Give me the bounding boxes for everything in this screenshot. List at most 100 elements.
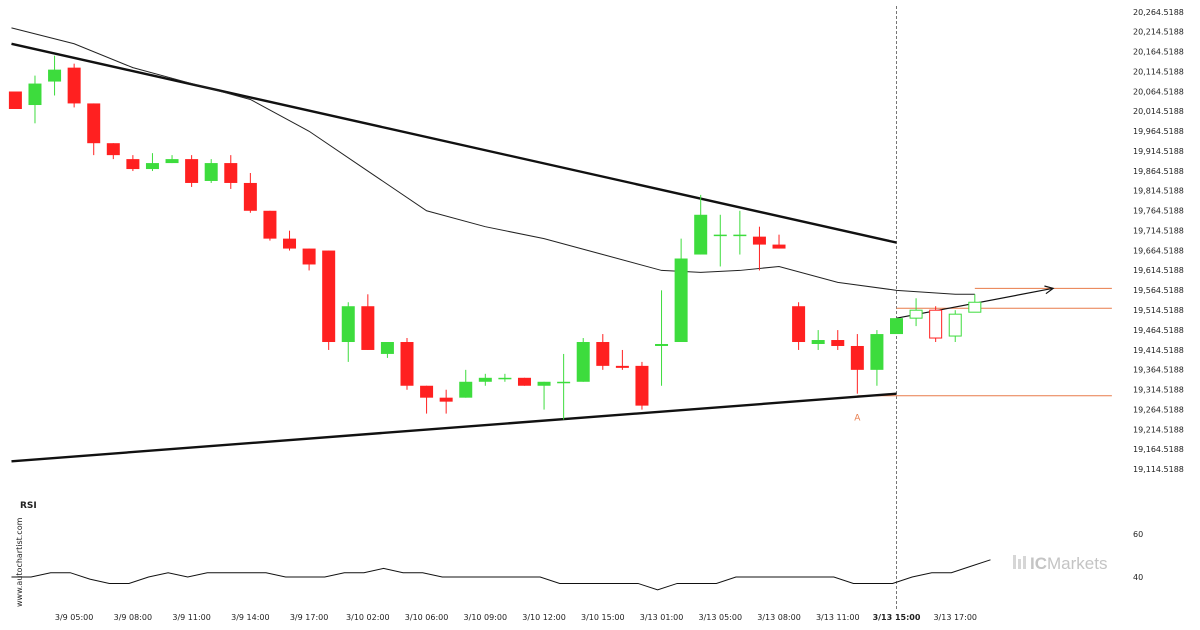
y-tick-label: 19,414.5188 xyxy=(1133,346,1184,355)
x-axis: 3/9 05:00 3/9 08:00 3/9 11:00 3/9 14:00 3/9 … xyxy=(55,613,977,622)
candle xyxy=(576,342,590,382)
candle xyxy=(596,342,610,366)
rsi-line xyxy=(11,559,991,591)
candle xyxy=(126,159,140,170)
y-tick-label: 19,664.5188 xyxy=(1133,246,1184,255)
trendline xyxy=(11,42,897,244)
candle xyxy=(850,345,864,370)
candle xyxy=(48,69,62,82)
y-tick-label: 19,714.5188 xyxy=(1133,226,1184,235)
x-tick-label: 3/10 09:00 xyxy=(464,613,508,622)
candle xyxy=(302,248,316,265)
x-tick-label: 3/13 11:00 xyxy=(816,613,860,622)
trendline xyxy=(11,392,897,463)
x-tick-label: 3/9 17:00 xyxy=(290,613,328,622)
x-tick-label: 3/9 11:00 xyxy=(172,613,210,622)
candle xyxy=(870,334,884,370)
y-tick-label: 19,464.5188 xyxy=(1133,326,1184,335)
x-tick-label: 3/13 17:00 xyxy=(933,613,977,622)
candle xyxy=(67,67,81,104)
rsi-label: RSI xyxy=(20,501,37,511)
candle xyxy=(439,397,453,402)
x-tick-label: 3/10 06:00 xyxy=(405,613,449,622)
x-tick-label: 3/13 05:00 xyxy=(698,613,742,622)
x-tick-label: 3/13 15:00 xyxy=(873,613,921,622)
y-tick-label: 19,814.5188 xyxy=(1133,187,1184,196)
x-tick-label: 3/10 12:00 xyxy=(522,613,566,622)
candle xyxy=(243,182,257,211)
svg-text:ICMarkets: ICMarkets xyxy=(1030,554,1107,573)
forecast-candle xyxy=(929,309,943,339)
y-tick-label: 19,164.5188 xyxy=(1133,445,1184,454)
y-tick-label: 19,614.5188 xyxy=(1133,266,1184,275)
y-tick-label: 19,364.5188 xyxy=(1133,366,1184,375)
x-tick-label: 3/10 15:00 xyxy=(581,613,625,622)
x-tick-label: 3/13 01:00 xyxy=(640,613,684,622)
candle xyxy=(792,306,806,343)
candle xyxy=(224,163,238,183)
y-tick-label: 20,164.5188 xyxy=(1133,48,1184,57)
y-tick-label: 19,114.5188 xyxy=(1133,465,1184,474)
candle xyxy=(380,342,394,354)
candle xyxy=(557,381,571,384)
candle xyxy=(459,381,473,398)
forecast-arrow-head xyxy=(1044,285,1055,295)
x-tick-label: 3/9 08:00 xyxy=(114,613,152,622)
candle xyxy=(8,91,22,109)
watermark-url: www.autochartist.com xyxy=(15,517,24,607)
x-tick-label: 3/10 02:00 xyxy=(346,613,390,622)
candle xyxy=(185,159,199,183)
candle xyxy=(713,234,727,237)
rsi-tick-label: 40 xyxy=(1133,573,1143,582)
candle xyxy=(831,340,845,346)
y-tick-label: 19,314.5188 xyxy=(1133,386,1184,395)
candle xyxy=(890,318,903,335)
x-tick-label: 3/13 08:00 xyxy=(757,613,801,622)
moving-average xyxy=(11,27,975,295)
candle xyxy=(537,381,551,386)
candle xyxy=(145,163,159,170)
brand-prefix: IC xyxy=(1030,554,1047,573)
y-tick-label: 19,764.5188 xyxy=(1133,207,1184,216)
candle xyxy=(400,342,414,386)
brand-logo: ICMarkets xyxy=(1013,554,1107,573)
rsi-tick-label: 60 xyxy=(1133,530,1143,539)
candle xyxy=(752,236,766,245)
y-tick-label: 20,064.5188 xyxy=(1133,87,1184,96)
candle xyxy=(655,343,669,346)
x-tick-label: 3/9 14:00 xyxy=(231,613,269,622)
candle xyxy=(694,214,708,255)
forecast-candle xyxy=(968,301,982,313)
forecast-candle xyxy=(909,309,923,319)
moving-average-line xyxy=(11,27,975,295)
candle xyxy=(341,306,355,343)
candle xyxy=(733,234,747,237)
candle xyxy=(361,306,375,350)
y-tick-label: 20,264.5188 xyxy=(1133,8,1184,17)
y-tick-label: 19,264.5188 xyxy=(1133,405,1184,414)
candle xyxy=(165,159,179,164)
y-axis: 20,264.5188 20,214.5188 20,164.5188 20,114.… xyxy=(1133,8,1184,474)
brand-suffix: Markets xyxy=(1047,554,1107,573)
pattern-point-label: A xyxy=(854,414,861,424)
candle xyxy=(106,143,120,156)
candle xyxy=(772,244,786,249)
candle xyxy=(204,163,218,181)
candle xyxy=(615,365,629,368)
rsi-panel: RSI 60 40 xyxy=(11,501,1143,591)
price-levels xyxy=(857,287,1112,397)
forecast-candle xyxy=(948,313,962,337)
candle xyxy=(420,385,434,398)
candle xyxy=(635,365,649,406)
x-tick-label: 3/9 05:00 xyxy=(55,613,93,622)
candle xyxy=(28,83,42,106)
candle xyxy=(498,377,512,380)
y-tick-label: 19,914.5188 xyxy=(1133,147,1184,156)
candles: A xyxy=(8,55,982,424)
candle xyxy=(811,340,825,344)
y-tick-label: 20,114.5188 xyxy=(1133,67,1184,76)
candle xyxy=(87,103,101,144)
y-tick-label: 20,014.5188 xyxy=(1133,107,1184,116)
y-tick-label: 19,964.5188 xyxy=(1133,127,1184,136)
